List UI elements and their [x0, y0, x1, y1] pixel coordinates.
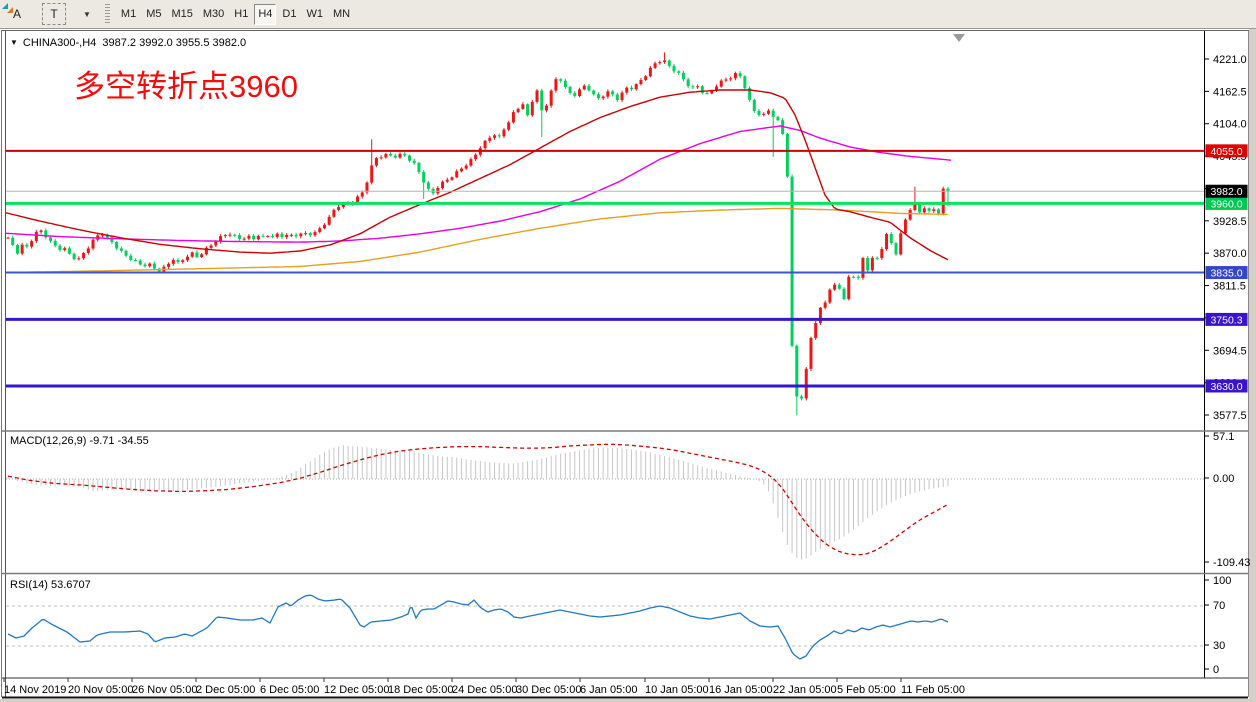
svg-text:3750.3: 3750.3 — [1210, 314, 1242, 326]
svg-text:3835.0: 3835.0 — [1210, 268, 1242, 280]
time-tick-label: 5 Feb 05:00 — [837, 684, 896, 696]
time-tick-label: 22 Jan 05:00 — [773, 684, 837, 696]
time-tick-label: 20 Nov 05:00 — [68, 684, 133, 696]
time-tick-label: 24 Dec 05:00 — [452, 684, 517, 696]
text-tool-button[interactable]: T — [42, 3, 66, 25]
price-tag-3750.3 — [1205, 312, 1248, 326]
timeframe-button-w1[interactable]: W1 — [306, 8, 323, 20]
toolbar: A T ▼ M1 M5 M15 M30 H1 H4 D1 W1 MN — [0, 0, 1256, 29]
ma-slow-orange — [6, 207, 948, 274]
time-tick-label: 11 Feb 05:00 — [901, 684, 965, 696]
chart-shift-marker — [953, 34, 965, 42]
price-tick-label: 4221.0 — [1213, 54, 1247, 66]
time-tick-label: 26 Nov 05:00 — [132, 684, 197, 696]
moving-averages — [6, 89, 952, 274]
ma-mid-magenta — [6, 125, 952, 243]
timeframe-button-m30[interactable]: M30 — [202, 8, 225, 20]
svg-text:3982.0: 3982.0 — [1210, 186, 1242, 198]
price-tick-label: 3577.5 — [1213, 410, 1247, 422]
chevron-down-icon: ▼ — [83, 9, 91, 19]
rsi-axis-label: 100 — [1213, 575, 1231, 587]
time-tick-label: 10 Jan 05:00 — [645, 684, 709, 696]
time-tick-label: 16 Jan 05:00 — [709, 684, 773, 696]
ohlc-readout: 3987.2 3992.0 3955.5 3982.0 — [102, 37, 247, 49]
rsi-axis-label: 70 — [1213, 600, 1225, 612]
timeframe-button-d1[interactable]: D1 — [282, 8, 297, 20]
chart-annotation-text[interactable]: 多空转折点3960 — [74, 69, 298, 104]
text-annotation-button[interactable]: A — [12, 7, 21, 21]
ma-fast-red — [6, 89, 949, 261]
time-tick-label: 2 Dec 05:00 — [196, 684, 255, 696]
svg-text:3630.0: 3630.0 — [1210, 381, 1242, 393]
price-tick-label: 4104.0 — [1213, 119, 1247, 131]
svg-text:3960.0: 3960.0 — [1210, 198, 1242, 210]
rsi-panel — [6, 594, 1204, 660]
price-tag-4055.0 — [1205, 144, 1248, 158]
time-tick-label: 12 Dec 05:00 — [324, 684, 389, 696]
timeframe-group: M1 M5 M15 M30 H1 H4 D1 W1 MN — [116, 0, 355, 29]
timeframe-button-m5[interactable]: M5 — [146, 8, 162, 20]
price-tag-3835.0 — [1205, 266, 1248, 280]
macd-indicator-label: MACD(12,26,9) -9.71 -34.55 — [10, 435, 149, 447]
symbol-dropdown-icon[interactable]: ▼ — [10, 38, 18, 47]
time-tick-label: 30 Dec 05:00 — [516, 684, 581, 696]
price-tick-label: 3870.0 — [1213, 248, 1247, 260]
symbol-header: ▼ CHINA300-,H4 3987.2 3992.0 3955.5 3982.… — [10, 37, 246, 49]
current-price-tag — [1205, 184, 1248, 198]
rsi-indicator-label: RSI(14) 53.6707 — [10, 579, 91, 591]
chart-background — [0, 29, 1256, 702]
desktop-edge — [1249, 29, 1256, 702]
macd-axis-label: 0.00 — [1213, 473, 1234, 485]
macd-signal-line — [7, 443, 948, 556]
timeframe-button-mn[interactable]: MN — [332, 8, 351, 20]
timeframe-button-h4[interactable]: H4 — [254, 3, 277, 25]
timeframe-button-h1[interactable]: H1 — [234, 8, 249, 20]
timeframe-button-m15[interactable]: M15 — [171, 8, 193, 20]
macd-axis-label: 57.1 — [1213, 431, 1234, 443]
price-tick-label: 3811.5 — [1213, 281, 1246, 293]
macd-panel — [6, 443, 1204, 560]
price-tick-label: 3928.5 — [1213, 216, 1247, 228]
rsi-line — [7, 594, 949, 660]
time-tick-label: 18 Dec 05:00 — [388, 684, 453, 696]
svg-text:4055.0: 4055.0 — [1210, 146, 1242, 158]
price-tick-label: 4162.5 — [1213, 86, 1247, 98]
timeframe-button-m1[interactable]: M1 — [120, 8, 137, 20]
arrows-tool-button[interactable]: ▼ — [2, 3, 93, 24]
time-tick-label: 14 Nov 2019 — [4, 684, 66, 696]
toolbar-grip[interactable] — [104, 4, 110, 24]
symbol-name: CHINA300-,H4 — [22, 37, 97, 49]
window-frame — [1, 30, 1249, 699]
price-tag-3960.0 — [1205, 196, 1248, 210]
horizontal-levels — [6, 149, 1204, 388]
rsi-axis-label: 0 — [1213, 664, 1219, 676]
macd-axis-label: -109.43 — [1213, 557, 1250, 569]
time-tick-label: 6 Jan 05:00 — [580, 684, 638, 696]
price-tag-3630.0 — [1205, 379, 1248, 393]
time-tick-label: 6 Dec 05:00 — [260, 684, 319, 696]
price-axis[interactable]: 4221.04162.54104.04045.53987.03928.53870… — [1205, 54, 1250, 676]
rsi-axis-label: 30 — [1213, 640, 1225, 652]
price-tick-label: 3694.5 — [1213, 345, 1247, 357]
